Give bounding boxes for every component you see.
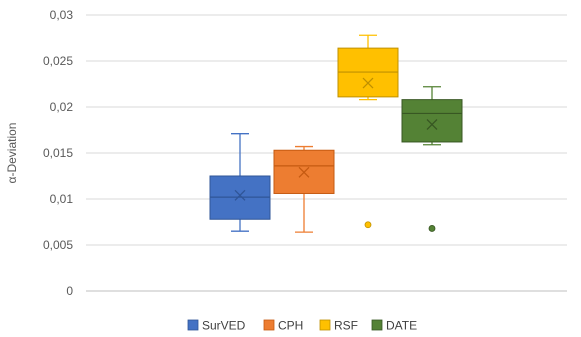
mean-marker xyxy=(298,166,310,178)
y-tick-label: 0,02 xyxy=(50,100,74,114)
y-tick-label: 0,025 xyxy=(43,54,73,68)
legend-swatch xyxy=(371,319,383,331)
legend-swatch xyxy=(319,319,331,331)
mean-marker xyxy=(362,77,374,89)
y-tick-label: 0,015 xyxy=(43,146,73,160)
y-tick-label: 0,005 xyxy=(43,238,73,252)
box-cph xyxy=(273,145,335,233)
y-tick-label: 0 xyxy=(66,284,73,298)
mean-marker xyxy=(426,119,438,130)
y-tick-label: 0,03 xyxy=(50,8,74,22)
legend-item-date: DATE xyxy=(371,319,417,333)
y-axis-title: α-Deviation xyxy=(5,123,19,184)
legend-item-cph: CPH xyxy=(263,319,303,333)
outlier-point xyxy=(428,225,436,232)
box-surved xyxy=(209,133,271,232)
legend-swatch xyxy=(263,319,275,331)
gridlines xyxy=(86,14,567,292)
y-tick-label: 0,01 xyxy=(50,192,74,206)
legend-item-rsf: RSF xyxy=(319,319,358,333)
legend-item-surved: SurVED xyxy=(187,319,246,333)
box-series xyxy=(209,34,463,233)
outlier-point xyxy=(364,221,372,229)
box-rsf xyxy=(337,34,399,229)
legend: SurVED CPH RSF DATE xyxy=(187,319,417,333)
legend-label: RSF xyxy=(334,319,358,333)
legend-label: CPH xyxy=(278,319,303,333)
legend-label: SurVED xyxy=(202,319,246,333)
legend-label: DATE xyxy=(386,319,417,333)
y-axis-tick-labels: 0 0,005 0,01 0,015 0,02 0,025 0,03 xyxy=(43,8,73,298)
box-date xyxy=(401,86,463,232)
box-iqr xyxy=(401,99,463,143)
legend-swatch xyxy=(187,319,199,331)
mean-marker xyxy=(234,189,246,201)
